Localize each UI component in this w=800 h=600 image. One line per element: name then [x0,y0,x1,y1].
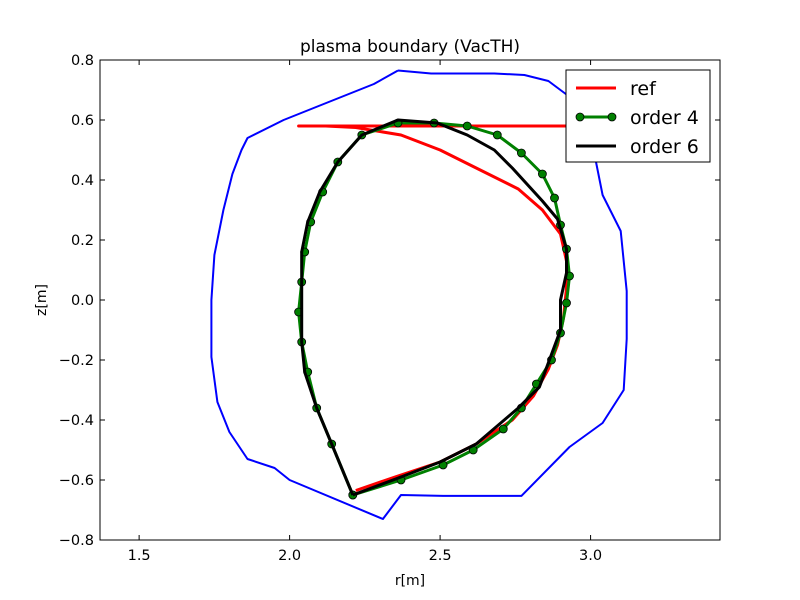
legend: ref order 4 order 6 [565,69,711,163]
legend-order-6-label: order 6 [630,136,699,158]
y-axis-label: z[m] [34,284,50,316]
tick-layer: 1.5 2.0 2.5 3.0 −0.8 −0.6 −0.4 −0.2 0.0 0.2 0.4 0.6… [59,53,720,564]
order-4-point [517,148,526,158]
y-tick-label: −0.4 [59,413,94,429]
order-4-point [462,121,472,131]
order-4-point [538,169,547,179]
order-4-point [550,193,559,203]
x-tick-label: 1.5 [128,548,151,564]
chart-title: plasma boundary (VacTH) [300,37,520,57]
legend-order-4-label: order 4 [630,107,699,129]
order-4-point [498,424,508,434]
order-4-point [562,298,571,308]
legend-order-4-marker [575,112,585,122]
legend-entries: ref order 4 order 6 [575,78,699,158]
x-axis-label: r[m] [395,573,425,589]
y-tick-label: 0.6 [71,113,94,129]
y-tick-label: 0.8 [71,53,94,69]
y-tick-label: −0.2 [59,353,94,369]
y-tick-label: 0.4 [71,173,94,189]
y-tick-label: 0.2 [71,233,94,249]
x-tick-label: 3.0 [579,548,602,564]
x-tick-label: 2.0 [278,548,301,564]
legend-order-4-marker [607,112,617,122]
x-tick-label: 2.5 [429,548,452,564]
y-tick-label: −0.6 [59,473,94,489]
y-tick-label: −0.8 [59,533,94,549]
legend-ref-label: ref [630,78,657,100]
order-4-point [492,130,502,140]
order-6-line [300,118,568,497]
y-tick-label: 0.0 [71,293,94,309]
